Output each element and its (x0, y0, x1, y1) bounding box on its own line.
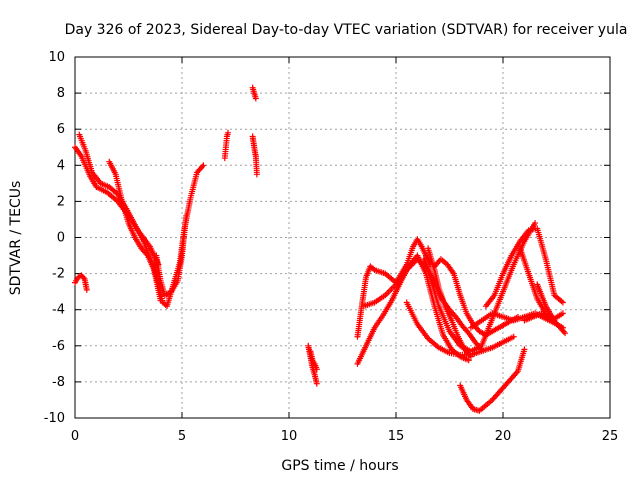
grid-layer (75, 57, 610, 418)
series-s5 (151, 162, 207, 310)
y-tick-label: 4 (57, 158, 65, 173)
y-tick-label: 10 (48, 50, 65, 65)
y-tick-label: 6 (57, 122, 65, 137)
y-tick-label: -2 (52, 267, 65, 282)
data-point (559, 310, 566, 317)
series-s17 (425, 245, 474, 360)
x-tick-label: 10 (281, 429, 298, 444)
x-tick-label: 20 (495, 429, 512, 444)
data-point (559, 299, 566, 306)
data-point (510, 333, 517, 340)
y-tick-label: -10 (44, 411, 65, 426)
x-axis-label: GPS time / hours (281, 458, 398, 474)
data-point (467, 353, 474, 360)
y-tick-label: 8 (57, 86, 65, 101)
data-point (225, 129, 232, 136)
y-tick-label: -6 (52, 339, 65, 354)
series-s10 (305, 342, 320, 387)
series-s9 (249, 133, 260, 178)
series-s22 (517, 245, 566, 322)
series-s6 (72, 272, 90, 293)
series-s2 (76, 131, 162, 288)
data-point (521, 346, 528, 353)
data-point (465, 357, 472, 364)
data-point (80, 274, 87, 281)
x-tick-label: 25 (602, 429, 619, 444)
data-point (252, 95, 259, 102)
series-s7 (221, 129, 232, 162)
tick-layer: -10 -8 -6 -4 -2 0 2 4 6 8 10 0 5 10 15 20 25 (44, 50, 619, 444)
series-s24 (521, 310, 569, 337)
series-s18 (431, 256, 521, 338)
series-s21 (482, 225, 566, 310)
series-s8 (249, 84, 259, 102)
data-point (200, 162, 207, 169)
chart-title: Day 326 of 2023, Sidereal Day-to-day VTE… (65, 22, 628, 38)
y-tick-label: -8 (52, 375, 65, 390)
y-tick-label: 2 (57, 194, 65, 209)
series-s14 (354, 252, 472, 367)
data-point (562, 330, 569, 337)
data-point (253, 171, 260, 178)
x-tick-label: 5 (178, 429, 186, 444)
y-axis-label: SDTVAR / TECUs (8, 181, 24, 296)
points-layer (72, 84, 569, 414)
x-tick-label: 15 (388, 429, 405, 444)
data-point (532, 220, 539, 227)
data-point (83, 286, 90, 293)
y-tick-label: 0 (57, 231, 65, 246)
series-s19 (457, 346, 528, 414)
data-point (313, 366, 320, 373)
series-s11 (307, 348, 320, 373)
y-tick-label: -4 (52, 303, 65, 318)
data-point (313, 380, 320, 387)
data-point (478, 346, 485, 353)
series-s13 (360, 220, 539, 355)
x-tick-label: 0 (71, 429, 79, 444)
